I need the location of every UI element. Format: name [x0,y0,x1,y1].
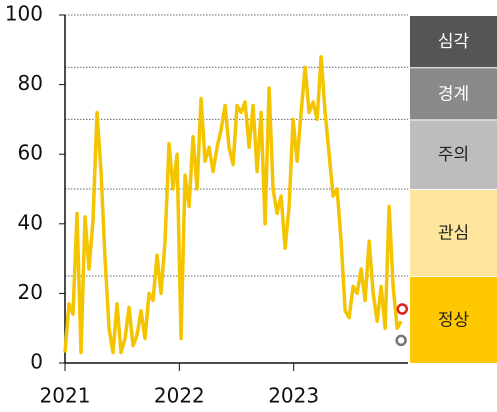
band-label: 경계 [438,84,469,104]
marker-point [396,303,409,315]
x-tick-label: 2023 [268,384,319,408]
data-line [63,55,403,355]
band [410,120,497,189]
y-tick-label: 20 [18,280,43,304]
band-label: 관심 [438,224,469,244]
band-label: 주의 [438,145,469,165]
band [410,16,497,68]
y-tick-label: 80 [18,71,43,95]
marker-point [395,334,407,347]
x-tick-label: 2022 [154,384,205,408]
y-tick-label: 100 [5,2,43,26]
y-tick-label: 40 [18,210,43,234]
band [410,190,497,276]
band-label: 정상 [438,311,470,331]
band [410,68,497,120]
band-label: 심각 [438,32,470,52]
x-tick-label: 2021 [40,384,91,408]
y-tick-label: 60 [18,141,43,165]
band [410,277,497,363]
y-tick-label: 0 [30,350,43,374]
